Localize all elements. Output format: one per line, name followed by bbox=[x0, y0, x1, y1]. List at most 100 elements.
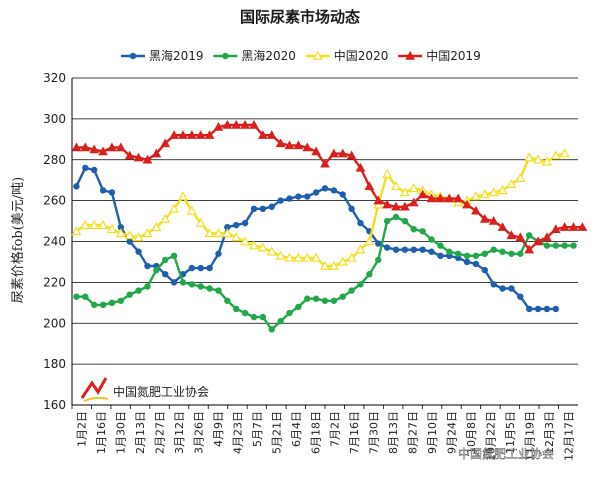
data-point bbox=[213, 122, 224, 131]
series-中国2019 bbox=[71, 119, 588, 254]
y-tick-label: 280 bbox=[43, 153, 66, 167]
data-point bbox=[304, 193, 311, 200]
data-point bbox=[144, 262, 151, 270]
legend-item: 黑海2019 bbox=[121, 48, 204, 63]
series-黑海2020 bbox=[73, 213, 577, 333]
data-point bbox=[275, 250, 286, 260]
legend-marker bbox=[222, 52, 229, 60]
data-point bbox=[275, 138, 286, 148]
data-point bbox=[231, 232, 242, 242]
data-point bbox=[135, 287, 142, 294]
data-point bbox=[437, 242, 444, 249]
data-point bbox=[499, 285, 506, 292]
data-point bbox=[561, 242, 568, 249]
data-point bbox=[206, 285, 213, 292]
data-point bbox=[89, 144, 100, 154]
data-point bbox=[240, 236, 251, 246]
data-point bbox=[346, 150, 357, 160]
data-point bbox=[329, 148, 339, 158]
x-tick-label: 9月24日 bbox=[446, 411, 459, 454]
data-point bbox=[204, 228, 215, 238]
data-point bbox=[337, 256, 348, 266]
data-point bbox=[284, 140, 295, 150]
data-point bbox=[462, 199, 472, 209]
data-point bbox=[355, 244, 366, 254]
data-point bbox=[408, 183, 419, 193]
data-point bbox=[328, 260, 339, 270]
data-point bbox=[98, 219, 109, 229]
data-point bbox=[400, 201, 410, 211]
data-point bbox=[215, 250, 222, 257]
data-point bbox=[570, 242, 577, 249]
data-point bbox=[106, 224, 117, 234]
data-point bbox=[339, 293, 346, 300]
data-point bbox=[524, 152, 535, 162]
data-point bbox=[179, 279, 187, 286]
data-point bbox=[382, 199, 392, 209]
data-point bbox=[419, 246, 426, 253]
y-tick-labels: 160 180 200 220 240 260 280 300 320 bbox=[43, 71, 66, 412]
data-point bbox=[293, 140, 304, 150]
data-point bbox=[479, 189, 490, 199]
legend-marker bbox=[312, 50, 323, 60]
data-point bbox=[320, 158, 330, 168]
data-point bbox=[312, 295, 320, 302]
data-point bbox=[390, 181, 402, 191]
x-tick-label: 12月17日 bbox=[562, 411, 575, 461]
data-point bbox=[348, 205, 355, 212]
data-point bbox=[481, 250, 488, 257]
data-point bbox=[515, 232, 526, 242]
data-point bbox=[99, 301, 107, 309]
data-point bbox=[428, 248, 435, 255]
data-point bbox=[233, 305, 240, 313]
y-tick-label: 300 bbox=[43, 112, 66, 126]
data-point bbox=[330, 297, 338, 304]
data-point bbox=[392, 213, 400, 221]
data-point bbox=[410, 246, 417, 253]
data-point bbox=[108, 189, 116, 196]
data-point bbox=[463, 252, 471, 260]
data-point bbox=[257, 242, 268, 252]
x-tick-label: 1月16日 bbox=[95, 411, 108, 454]
data-point bbox=[419, 228, 426, 235]
data-point bbox=[240, 119, 250, 129]
data-point bbox=[401, 217, 409, 225]
data-point bbox=[302, 142, 313, 152]
data-point bbox=[490, 281, 497, 288]
data-point bbox=[277, 318, 284, 325]
data-point bbox=[453, 193, 464, 203]
data-point bbox=[250, 313, 258, 321]
data-point bbox=[444, 193, 455, 203]
x-tick-label: 7月16日 bbox=[348, 411, 361, 454]
data-point bbox=[206, 264, 213, 272]
data-point bbox=[543, 305, 551, 313]
gridlines bbox=[71, 77, 578, 406]
data-point bbox=[524, 244, 535, 254]
data-point bbox=[231, 119, 242, 129]
series-line bbox=[76, 215, 574, 332]
data-point bbox=[124, 230, 135, 240]
data-point bbox=[330, 187, 338, 194]
data-point bbox=[126, 238, 133, 245]
data-point bbox=[408, 197, 419, 207]
series-group bbox=[71, 119, 588, 333]
y-tick-label: 160 bbox=[43, 398, 66, 412]
data-point bbox=[117, 223, 125, 231]
x-tick-label: 2月27日 bbox=[154, 411, 167, 454]
data-point bbox=[170, 252, 178, 260]
data-point bbox=[364, 181, 375, 191]
data-point bbox=[126, 291, 133, 298]
data-point bbox=[213, 228, 224, 238]
data-point bbox=[249, 119, 259, 129]
data-point bbox=[268, 203, 275, 210]
data-point bbox=[382, 168, 393, 178]
data-point bbox=[346, 252, 357, 262]
data-point bbox=[321, 185, 329, 192]
data-point bbox=[286, 309, 293, 317]
data-point bbox=[471, 205, 481, 215]
data-point bbox=[543, 242, 551, 249]
data-point bbox=[142, 154, 153, 164]
data-point bbox=[82, 164, 89, 172]
data-point bbox=[533, 154, 544, 164]
data-point bbox=[435, 193, 446, 203]
